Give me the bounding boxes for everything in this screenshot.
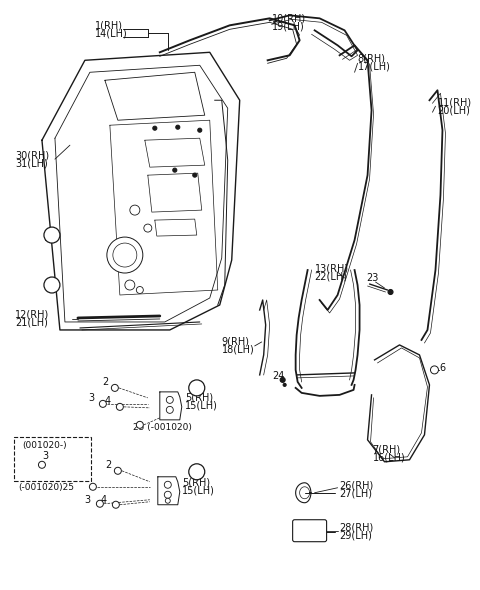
Text: 2: 2 [105, 460, 111, 470]
Circle shape [113, 243, 137, 267]
Circle shape [136, 287, 144, 293]
Circle shape [111, 385, 119, 391]
Text: 22(LH): 22(LH) [314, 271, 348, 281]
Circle shape [166, 407, 173, 414]
Text: 3: 3 [88, 393, 94, 403]
Text: 15(LH): 15(LH) [185, 401, 217, 411]
Circle shape [112, 502, 120, 508]
Circle shape [114, 467, 121, 474]
Circle shape [130, 205, 140, 215]
Circle shape [189, 380, 205, 396]
Circle shape [189, 464, 205, 480]
Circle shape [173, 168, 177, 172]
Text: (001020-): (001020-) [22, 441, 67, 450]
Text: B: B [190, 470, 197, 480]
Text: 19(LH): 19(LH) [272, 21, 304, 31]
Text: 31(LH): 31(LH) [15, 158, 48, 168]
Text: 6: 6 [440, 363, 445, 373]
Circle shape [193, 173, 197, 177]
FancyBboxPatch shape [293, 520, 326, 542]
Text: A: A [190, 386, 197, 396]
Text: 9(RH): 9(RH) [222, 337, 250, 347]
Circle shape [125, 280, 135, 290]
Text: 8(RH): 8(RH) [358, 53, 385, 63]
Circle shape [116, 404, 123, 411]
Circle shape [164, 481, 171, 489]
Text: 23: 23 [367, 273, 379, 283]
FancyBboxPatch shape [14, 437, 91, 481]
Circle shape [136, 421, 144, 428]
Text: 30(RH): 30(RH) [15, 150, 49, 160]
Text: 13(RH): 13(RH) [314, 263, 349, 273]
Text: 5(RH): 5(RH) [185, 393, 213, 403]
Text: 29(LH): 29(LH) [339, 531, 372, 540]
Circle shape [96, 500, 103, 507]
Text: 15(LH): 15(LH) [182, 486, 215, 496]
Text: 14(LH): 14(LH) [95, 28, 128, 38]
Text: 18(LH): 18(LH) [222, 345, 254, 355]
Circle shape [198, 128, 202, 132]
Text: 4: 4 [105, 396, 111, 406]
Circle shape [89, 483, 96, 490]
Circle shape [44, 227, 60, 243]
Text: 3: 3 [42, 451, 48, 461]
Text: 3: 3 [84, 495, 90, 505]
Circle shape [388, 290, 393, 294]
Text: 4: 4 [101, 495, 107, 505]
Circle shape [280, 378, 285, 382]
Text: 20(LH): 20(LH) [437, 105, 470, 115]
Circle shape [44, 277, 60, 293]
Text: 11(RH): 11(RH) [437, 97, 471, 107]
Circle shape [164, 491, 171, 498]
Circle shape [283, 384, 286, 386]
Text: A: A [45, 233, 52, 243]
Text: 24: 24 [273, 371, 285, 381]
Text: 17(LH): 17(LH) [358, 61, 390, 71]
Text: (-001020)25: (-001020)25 [18, 483, 74, 492]
Circle shape [431, 366, 438, 374]
Text: 26(RH): 26(RH) [339, 481, 374, 491]
Text: 16(LH): 16(LH) [372, 453, 405, 463]
Circle shape [176, 125, 180, 129]
Text: 1(RH): 1(RH) [95, 20, 123, 30]
Circle shape [153, 126, 157, 130]
Text: 7(RH): 7(RH) [372, 445, 401, 455]
Circle shape [144, 224, 152, 232]
Text: 21(LH): 21(LH) [15, 318, 48, 328]
Text: 2: 2 [102, 377, 108, 387]
Circle shape [99, 401, 107, 407]
Text: 10(RH): 10(RH) [272, 14, 306, 24]
Circle shape [166, 396, 173, 404]
Text: 25 (-001020): 25 (-001020) [133, 424, 192, 432]
Text: 12(RH): 12(RH) [15, 310, 49, 320]
Circle shape [38, 461, 46, 468]
Circle shape [107, 237, 143, 273]
Text: 5(RH): 5(RH) [182, 478, 210, 488]
Text: 27(LH): 27(LH) [339, 489, 372, 499]
Circle shape [165, 498, 170, 503]
Text: 28(RH): 28(RH) [339, 523, 374, 533]
Text: B: B [45, 283, 52, 293]
